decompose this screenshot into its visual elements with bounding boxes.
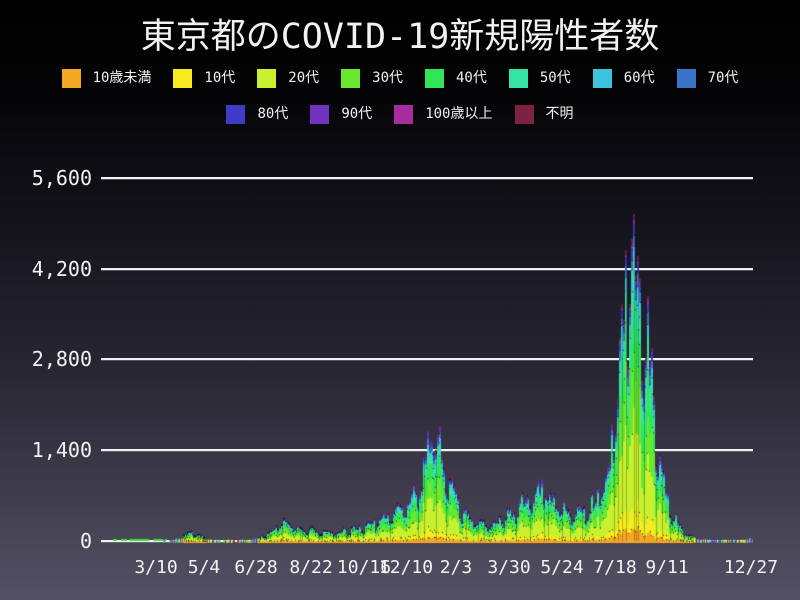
legend-item-60代: 60代 xyxy=(592,66,655,90)
legend-swatch-30代 xyxy=(341,68,361,88)
legend-swatch-90代 xyxy=(310,104,330,124)
y-tick-label: 0 xyxy=(79,529,92,553)
legend-swatch-10代 xyxy=(173,68,193,88)
legend-swatch-50代 xyxy=(508,68,528,88)
y-tick-label: 4,200 xyxy=(31,257,92,281)
x-tick-label: 8/22 xyxy=(289,557,333,578)
legend-item-30代: 30代 xyxy=(341,66,403,90)
legend-label: 10歳未満 xyxy=(92,70,152,86)
legend-row-1: 10歳未満 10代 20代 30代 40代 50代 60代 70代 xyxy=(0,66,800,90)
x-tick-label: 7/18 xyxy=(593,557,637,578)
legend-label: 10代 xyxy=(204,70,236,86)
legend-label: 100歳以上 xyxy=(425,106,493,122)
legend-item-90代: 90代 xyxy=(310,102,372,126)
legend-swatch-100歳以上 xyxy=(394,104,414,124)
legend-label: 70代 xyxy=(707,70,739,86)
legend-item-10歳未満: 10歳未満 xyxy=(61,66,152,90)
legend-item-20代: 20代 xyxy=(257,66,319,90)
y-tick-label: 5,600 xyxy=(31,166,92,190)
x-tick-label: 5/24 xyxy=(540,557,584,578)
legend-swatch-不明 xyxy=(514,104,534,124)
legend-swatch-40代 xyxy=(425,68,444,88)
legend-swatch-10歳未満 xyxy=(61,68,81,88)
legend-label: 30代 xyxy=(372,70,403,86)
legend-item-100歳以上: 100歳以上 xyxy=(394,102,493,126)
legend-swatch-60代 xyxy=(592,68,612,88)
legend-label: 20代 xyxy=(288,70,320,86)
legend-label: 50代 xyxy=(539,70,571,86)
legend-row-2: 80代 90代 100歳以上 不明 xyxy=(0,102,800,126)
stacked-bar-plot xyxy=(97,152,757,546)
legend-item-10代: 10代 xyxy=(173,66,235,90)
legend-label: 90代 xyxy=(341,106,373,122)
y-tick-label: 1,400 xyxy=(31,438,92,462)
legend-swatch-70代 xyxy=(676,68,696,88)
x-tick-label: 2/3 xyxy=(439,557,473,578)
legend-label: 40代 xyxy=(456,70,487,86)
chart-title: 東京都のCOVID-19新規陽性者数 xyxy=(140,17,660,57)
legend-swatch-80代 xyxy=(226,104,246,124)
x-tick-label: 3/30 xyxy=(487,557,531,578)
x-tick-label: 12/10 xyxy=(378,557,434,578)
legend-item-70代: 70代 xyxy=(676,66,739,90)
legend-item-50代: 50代 xyxy=(508,66,571,90)
legend-label: 60代 xyxy=(623,70,655,86)
legend-item-不明: 不明 xyxy=(514,102,574,126)
legend-label: 80代 xyxy=(257,106,289,122)
x-tick-label: 5/4 xyxy=(187,557,221,578)
y-tick-label: 2,800 xyxy=(31,347,92,371)
legend-swatch-20代 xyxy=(257,68,277,88)
x-tick-label: 3/10 xyxy=(134,557,178,578)
legend-item-40代: 40代 xyxy=(425,66,487,90)
x-tick-label: 12/27 xyxy=(723,557,779,578)
legend-label: 不明 xyxy=(545,106,574,122)
legend-item-80代: 80代 xyxy=(226,102,288,126)
x-tick-label: 6/28 xyxy=(234,557,278,578)
x-tick-label: 10/16 xyxy=(336,557,392,578)
x-tick-label: 9/11 xyxy=(645,557,689,578)
